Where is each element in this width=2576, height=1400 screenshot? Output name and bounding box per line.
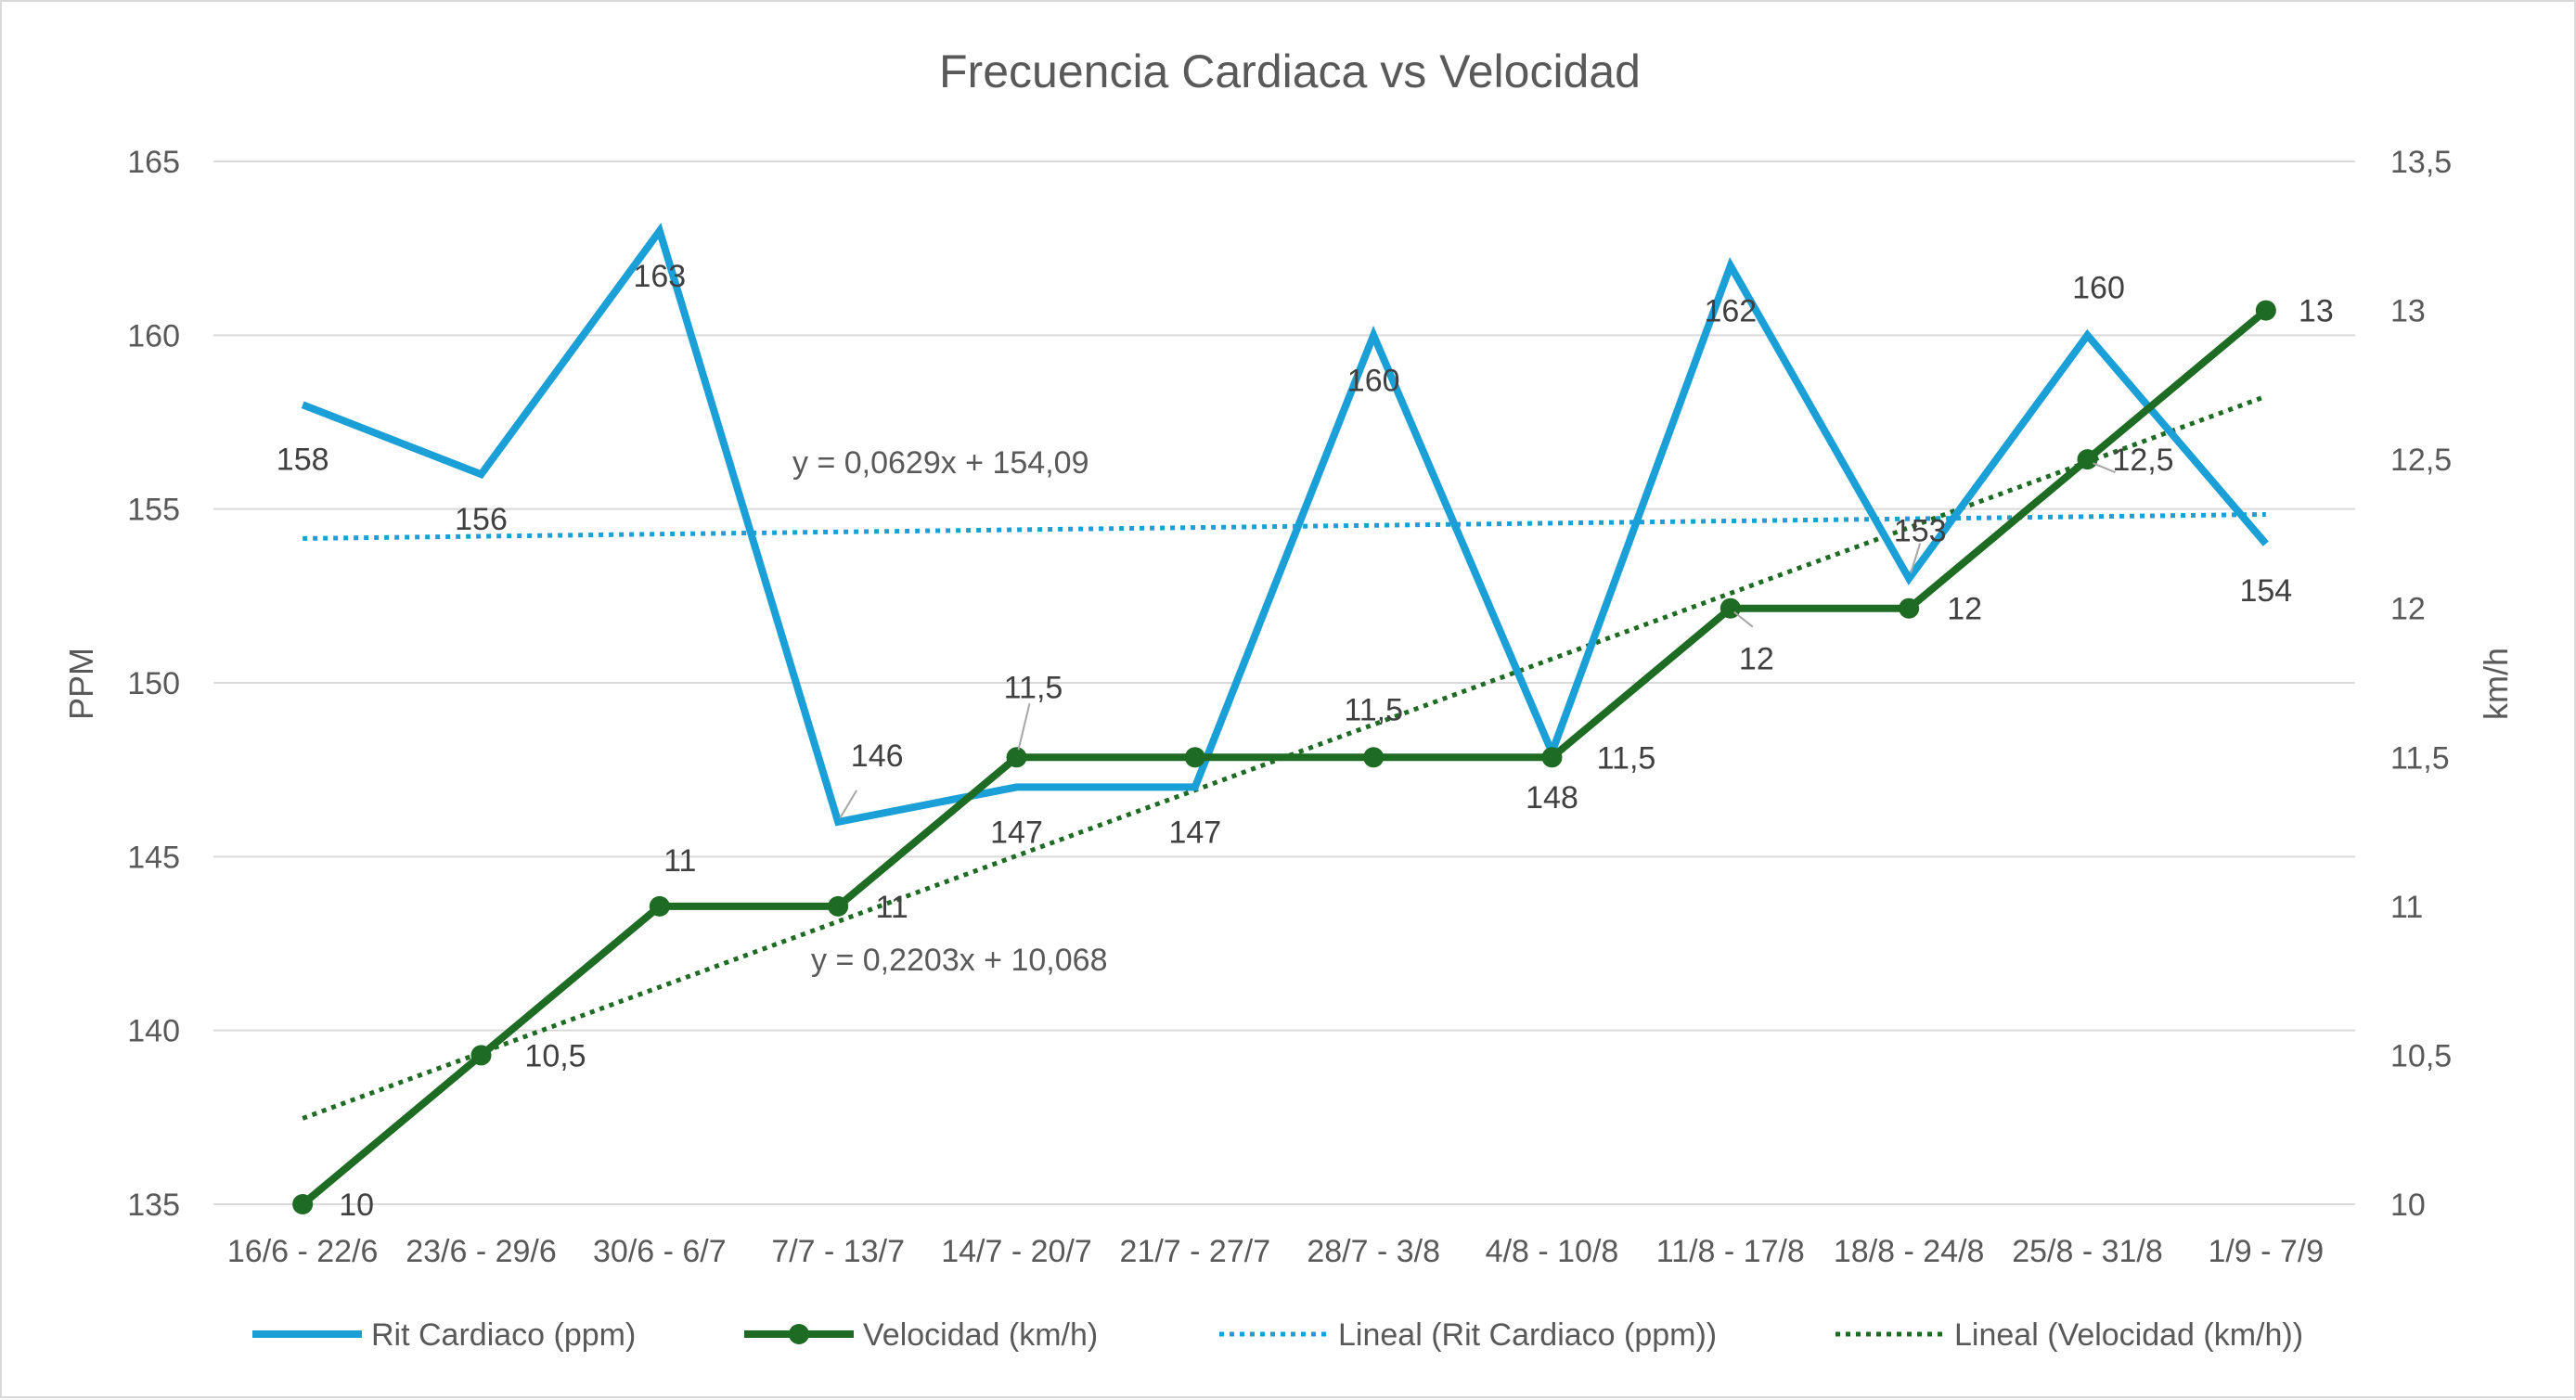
speed-point [1541,747,1563,768]
x-tick-label: 28/7 - 3/8 [1307,1234,1440,1269]
leader-line [1017,703,1031,751]
heart-data-label: 160 [2072,270,2125,305]
gridlines [213,161,2355,1205]
speed-point [1899,597,1920,619]
heart-data-label: 158 [277,442,329,477]
trendline-equation-speed: y = 0,2203x + 10,068 [811,943,1107,978]
trendlines [302,393,2267,1121]
x-tick-label: 30/6 - 6/7 [593,1234,727,1269]
legend-speed-marker [789,1324,809,1344]
heart-data-label: 148 [1526,780,1578,816]
x-tick-label: 16/6 - 22/6 [227,1234,379,1269]
heart-data-label: 160 [1347,363,1400,398]
legend-heart-trend-label: Lineal (Rit Cardiaco (ppm)) [1338,1317,1717,1353]
x-tick-label: 1/9 - 7/9 [2208,1234,2324,1269]
right-tick-label: 13,5 [2390,145,2452,180]
speed-point [828,895,849,917]
speed-data-label: 12 [1947,592,1982,627]
heart-data-label: 147 [1168,815,1221,850]
right-tick-label: 12,5 [2390,443,2452,478]
speed-point [2077,449,2098,470]
x-tick-label: 14/7 - 20/7 [941,1234,1092,1269]
left-tick-label: 150 [127,666,180,701]
left-axis-title: PPM [62,648,100,720]
heart-data-label: 147 [990,815,1043,850]
speed-point [2255,300,2276,321]
speed-data-label: 11,5 [1344,692,1403,727]
legend-speed-label: Velocidad (km/h) [863,1317,1098,1353]
speed-point [649,895,670,917]
speed-data-label: 11 [663,843,696,879]
heart-data-label: 154 [2239,573,2292,609]
right-axis: 10 10,5 11 11,5 12 12,5 13 13,5 [2390,145,2452,1223]
x-tick-label: 25/8 - 31/8 [2012,1234,2163,1269]
leader-line [1733,610,1754,628]
left-axis: 135 140 145 150 155 160 165 [127,145,180,1223]
speed-data-label: 11 [876,890,908,925]
heart-data-label: 163 [633,259,686,294]
x-axis: 16/6 - 22/6 23/6 - 29/6 30/6 - 6/7 7/7 - 13… [227,1234,2324,1269]
series [292,223,2276,1214]
speed-data-label: 11,5 [1004,670,1063,705]
left-tick-label: 140 [127,1014,180,1049]
heart-data-label: 156 [455,502,508,537]
right-tick-label: 11 [2390,890,2423,925]
leader-line [1910,543,1922,573]
heart-data-label: 153 [1894,514,1947,549]
x-tick-label: 11/8 - 17/8 [1656,1234,1805,1269]
data-labels: 158 156 163 146 147 147 160 148 162 153 160 154 10 10… [277,259,2334,1223]
left-tick-label: 145 [127,840,180,875]
right-tick-label: 11,5 [2390,740,2450,776]
leader-line [2093,462,2116,474]
speed-point [292,1194,314,1214]
series-line-heart [301,223,2269,827]
right-tick-label: 10,5 [2390,1038,2452,1073]
right-tick-label: 13 [2390,294,2426,329]
leader-line [839,790,858,819]
trendline-equation-heart: y = 0,0629x + 154,09 [792,445,1088,481]
heart-data-label: 162 [1704,293,1757,328]
speed-point [470,1045,492,1066]
speed-point [1184,747,1205,768]
trendline-speed [302,393,2267,1121]
series-line-speed [300,307,2269,1208]
left-tick-label: 160 [127,318,180,353]
heart-data-label: 146 [851,739,904,774]
chart-title: Frecuencia Cardiaca vs Velocidad [939,45,1641,97]
right-tick-label: 12 [2390,592,2426,627]
trendline-heart [303,511,2266,541]
right-tick-label: 10 [2390,1188,2426,1223]
x-tick-label: 23/6 - 29/6 [406,1234,557,1269]
x-tick-label: 4/8 - 10/8 [1486,1234,1619,1269]
legend-speed-trend-label: Lineal (Velocidad (km/h)) [1954,1317,2303,1353]
speed-point [1363,747,1385,768]
x-tick-label: 18/8 - 24/8 [1834,1234,1985,1269]
speed-data-label: 11,5 [1597,740,1656,776]
speed-data-label: 10,5 [524,1038,586,1073]
speed-data-label: 12 [1739,642,1774,677]
speed-data-label: 12,5 [2112,443,2173,478]
speed-point [1006,747,1027,768]
left-tick-label: 165 [127,145,180,180]
speed-data-label: 10 [339,1188,374,1223]
right-axis-title: km/h [2477,648,2515,720]
speed-data-label: 13 [2299,294,2334,329]
legend-heart-label: Rit Cardiaco (ppm) [371,1317,636,1353]
left-tick-label: 155 [127,493,180,528]
x-tick-label: 21/7 - 27/7 [1120,1234,1271,1269]
legend: Rit Cardiaco (ppm) Velocidad (km/h) Lineal… [252,1317,2303,1353]
left-tick-label: 135 [127,1188,180,1223]
x-tick-label: 7/7 - 13/7 [771,1234,905,1269]
